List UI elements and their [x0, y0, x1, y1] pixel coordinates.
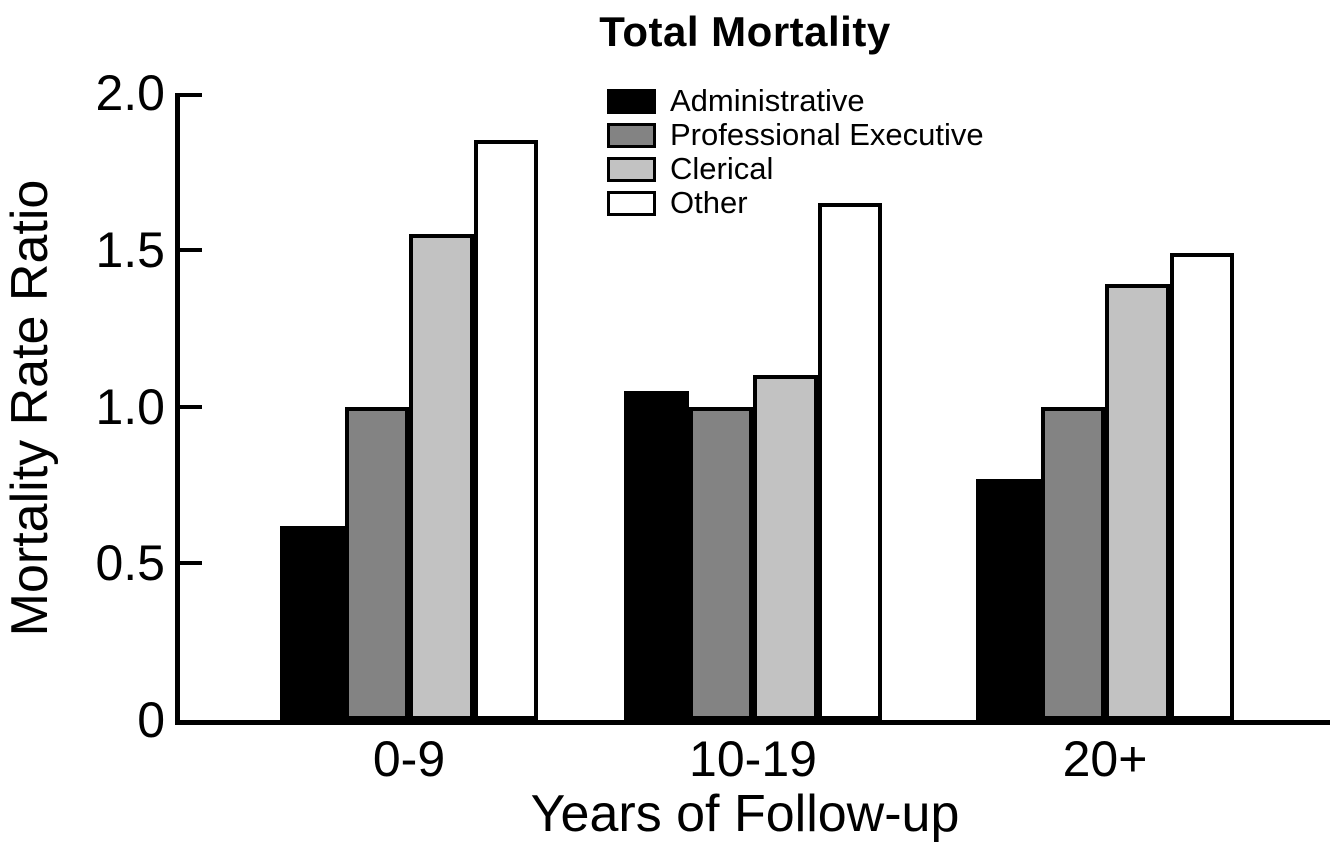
bar-other-20+	[1169, 252, 1234, 720]
legend-label: Other	[670, 185, 748, 220]
bar-professional-executive-20+	[1040, 406, 1105, 720]
y-tick-label: 0.5	[95, 535, 165, 592]
plot-area	[175, 93, 1330, 725]
bar-other-0-9	[473, 140, 538, 720]
bar-administrative-20+	[976, 478, 1041, 720]
legend-label: Professional Executive	[670, 117, 984, 152]
y-axis-tick	[180, 404, 202, 409]
x-tick-label-20+: 20+	[1062, 731, 1148, 787]
legend-row: Professional Executive	[607, 118, 984, 152]
y-axis-tick	[180, 561, 202, 566]
bar-administrative-10-19	[624, 390, 689, 720]
x-tick-label-10-19: 10-19	[689, 731, 817, 787]
bar-professional-executive-0-9	[344, 406, 409, 720]
y-tick-label: 1.5	[95, 221, 165, 278]
x-tick-label-0-9: 0-9	[372, 731, 446, 787]
y-axis-tick	[180, 247, 202, 252]
legend-swatch-administrative	[607, 88, 656, 114]
y-tick-label: 0	[137, 692, 165, 748]
x-axis-title: Years of Follow-up	[530, 785, 960, 843]
legend-row: Other	[607, 186, 984, 220]
legend-swatch-professional-executive	[607, 122, 656, 148]
chart-title: Total Mortality	[599, 8, 891, 55]
bar-clerical-20+	[1105, 284, 1170, 720]
legend-row: Clerical	[607, 152, 984, 186]
legend: Administrative Professional Executive Cler…	[607, 84, 984, 220]
bar-clerical-10-19	[753, 375, 818, 720]
legend-swatch-other	[607, 190, 656, 216]
legend-row: Administrative	[607, 84, 984, 118]
y-tick-label: 1.0	[95, 378, 165, 435]
bar-clerical-0-9	[409, 234, 474, 720]
legend-swatch-clerical	[607, 156, 656, 182]
legend-label: Administrative	[670, 83, 865, 118]
y-tick-label: 2.0	[95, 65, 165, 121]
y-axis-tick	[180, 93, 202, 97]
bar-administrative-0-9	[280, 525, 345, 720]
bar-professional-executive-10-19	[688, 406, 753, 720]
bar-other-10-19	[817, 202, 882, 720]
legend-label: Clerical	[670, 151, 774, 186]
